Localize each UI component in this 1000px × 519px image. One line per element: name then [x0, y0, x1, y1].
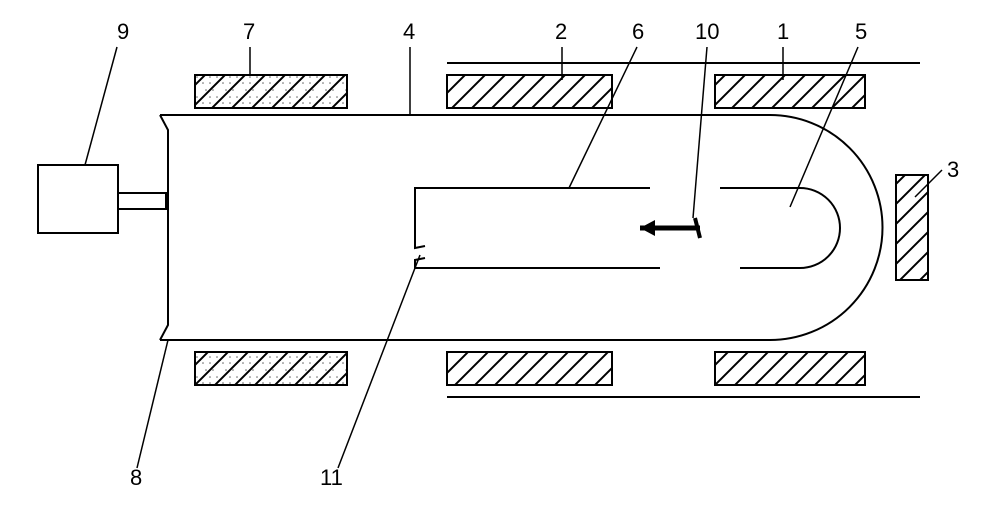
diagram-svg — [0, 0, 1000, 514]
label-1: 1 — [777, 19, 789, 45]
label-11: 11 — [320, 465, 343, 491]
label-2: 2 — [555, 19, 567, 45]
inner-tube-bottom — [415, 258, 660, 268]
hatched-bar-top-1 — [447, 75, 612, 108]
leader-9 — [85, 47, 117, 165]
leader-6 — [569, 47, 637, 188]
shaft — [118, 193, 166, 209]
flow-arrow — [640, 218, 700, 238]
label-7: 7 — [243, 19, 255, 45]
leader-11 — [338, 255, 420, 468]
dotted-bar-bottom — [195, 352, 347, 385]
dotted-bar-top — [195, 75, 347, 108]
label-6: 6 — [632, 19, 644, 45]
leader-5 — [790, 47, 858, 207]
hatched-bar-right — [896, 175, 928, 280]
technical-diagram: 9 7 4 2 6 10 1 5 3 8 11 — [0, 0, 1000, 514]
leader-10 — [693, 47, 707, 218]
label-5: 5 — [855, 19, 867, 45]
hatched-bar-top-2 — [715, 75, 865, 108]
label-10: 10 — [695, 19, 719, 45]
hatched-bar-bottom-2 — [715, 352, 865, 385]
motor-box — [38, 165, 118, 233]
inner-tube-right — [720, 188, 840, 268]
hatched-bar-bottom-1 — [447, 352, 612, 385]
outer-tube-left-notch — [160, 115, 168, 340]
label-4: 4 — [403, 19, 415, 45]
label-3: 3 — [947, 157, 959, 183]
label-9: 9 — [117, 19, 129, 45]
leader-8 — [137, 340, 168, 468]
inner-tube-top — [415, 188, 650, 248]
label-8: 8 — [130, 465, 142, 491]
outer-tube — [160, 115, 883, 340]
